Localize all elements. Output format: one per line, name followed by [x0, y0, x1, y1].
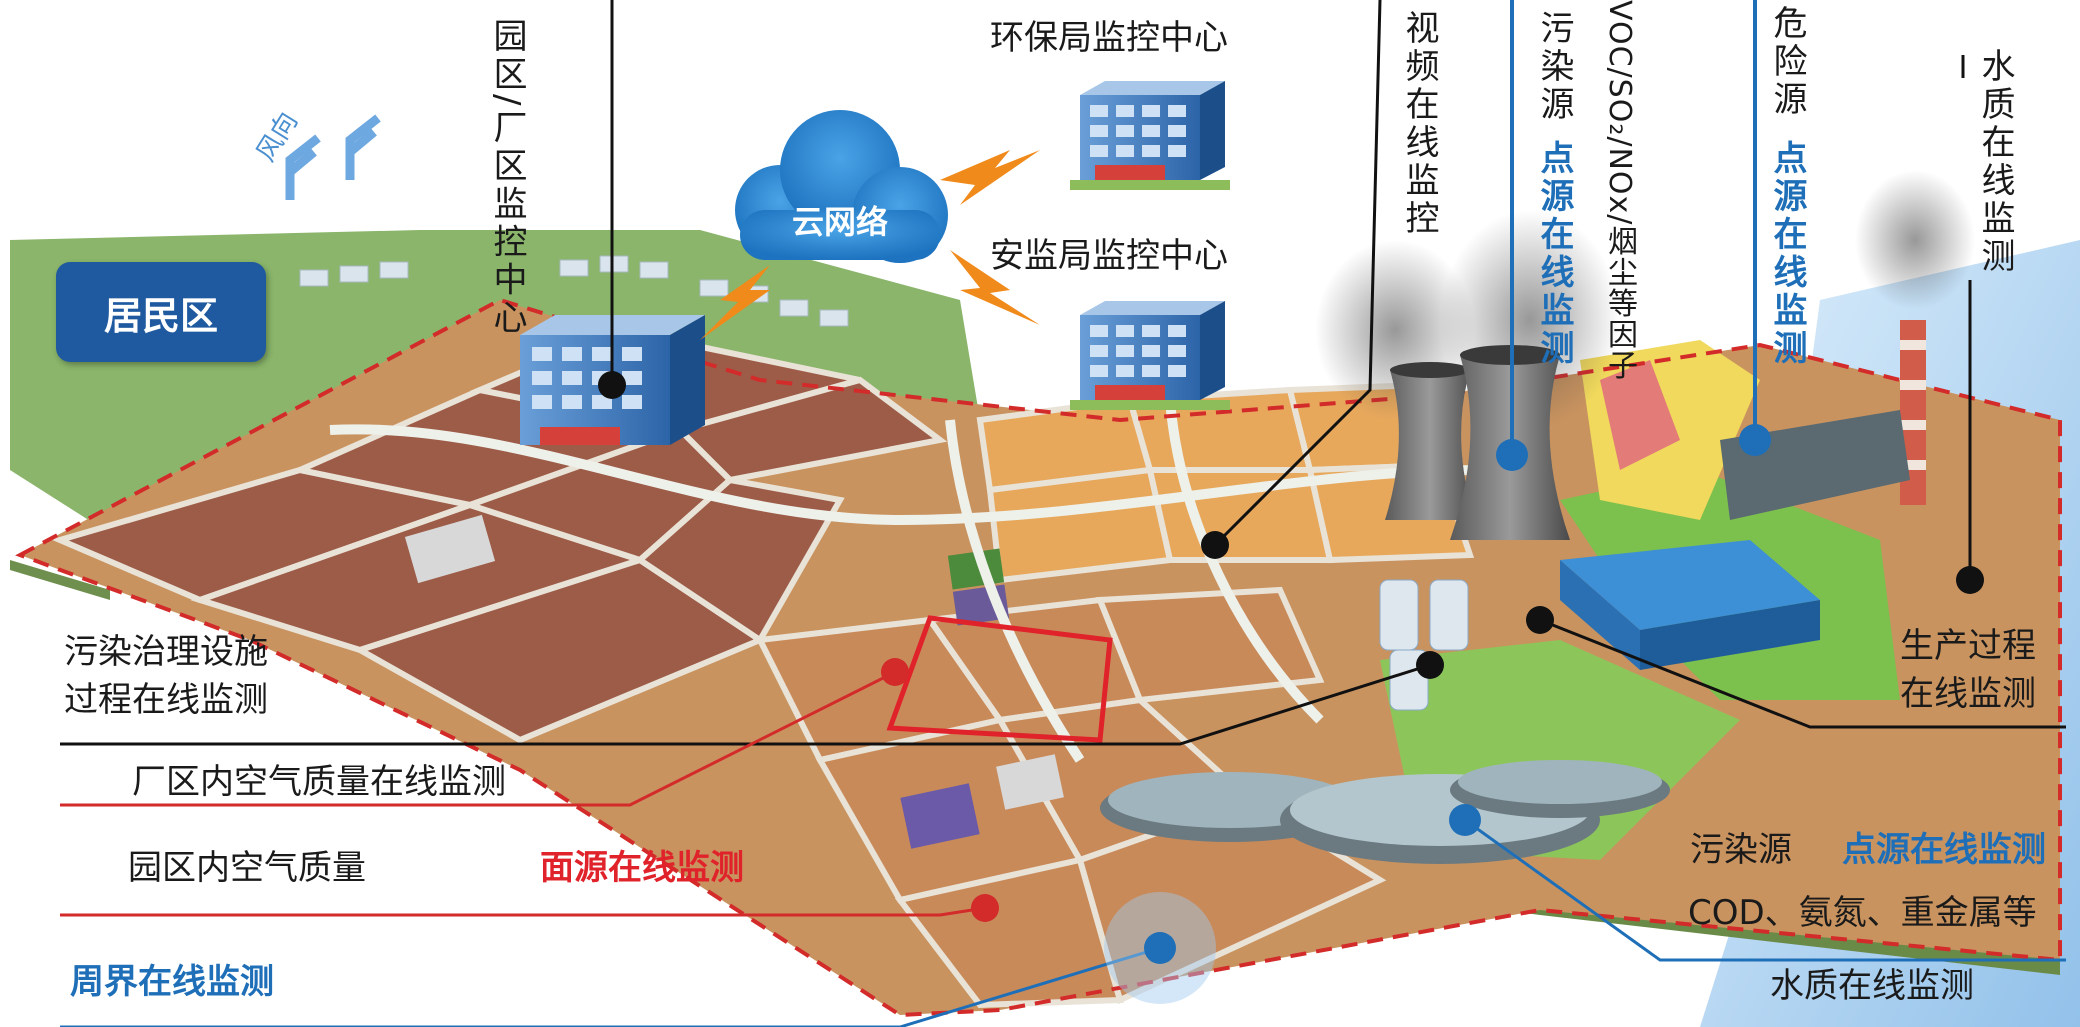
pollution-source-top-label: 污染源	[1534, 10, 1574, 124]
park-slab-side	[10, 560, 110, 600]
area-source-monitoring-label: 面源在线监测	[540, 848, 744, 888]
water-quality-online-label: 水质在线监测	[1770, 966, 1974, 1006]
point-source-monitoring-hazard-label: 点源在线监测	[1767, 140, 1807, 368]
plot-grey	[996, 754, 1064, 810]
production-process-line1: 生产过程	[1900, 626, 2036, 666]
park-boundary	[15, 297, 2062, 1018]
cloud-icon	[735, 110, 948, 263]
sedimentation-tank-icon	[1100, 760, 1670, 864]
storage-tank-icon	[1379, 579, 1469, 711]
office-building-icon	[1070, 301, 1230, 410]
boundary-monitoring-label: 周界在线监测	[70, 962, 274, 1002]
cooling-tower-icon	[1315, 210, 1620, 540]
anchor-dots	[598, 371, 1984, 1004]
office-building-icon	[520, 315, 705, 445]
epb-monitor-center-label: 环保局监控中心	[990, 18, 1228, 58]
lightning-icon	[700, 150, 1040, 340]
leader-lines	[60, 0, 2066, 1027]
factory-building-icon	[1560, 540, 1820, 670]
safety-monitor-center-label: 安监局监控中心	[990, 236, 1228, 276]
pollution-treatment-line2: 过程在线监测	[64, 680, 268, 720]
pollution-treatment-line1: 污染治理设施	[64, 632, 268, 672]
point-source-monitoring-bottom-label: 点源在线监测	[1842, 830, 2046, 870]
plot-grey-2	[404, 514, 496, 584]
factory-air-quality-label: 厂区内空气质量在线监测	[132, 762, 506, 802]
water-factors-label: COD、氨氮、重金属等	[1688, 893, 2037, 933]
water-quality-vertical-label: 水质在线监测	[1975, 48, 2015, 276]
production-process-line2: 在线监测	[1900, 674, 2036, 714]
highlighted-plot	[886, 615, 1113, 743]
residential-area-badge: 居民区	[56, 262, 266, 362]
plot-pink	[1600, 360, 1680, 470]
park-monitor-center-label: 园区/厂区监控中心	[487, 18, 527, 338]
wind-arrow-icon	[285, 114, 381, 200]
hazard-source-label: 危险源	[1767, 5, 1807, 119]
pollution-source-bottom-label: 污染源	[1690, 830, 1792, 870]
roads	[329, 399, 1481, 763]
office-building-icon	[1070, 81, 1230, 190]
park-air-quality-label: 园区内空气质量	[128, 848, 366, 888]
cloud-network-label: 云网络	[791, 203, 888, 241]
point-source-monitoring-top-label: 点源在线监测	[1534, 140, 1574, 368]
air-factors-label: VOC/SO₂/NOx/烟尘等因子	[1602, 0, 1637, 381]
plot-purple-2	[900, 783, 980, 849]
video-monitoring-label: 视频在线监控	[1399, 10, 1439, 238]
